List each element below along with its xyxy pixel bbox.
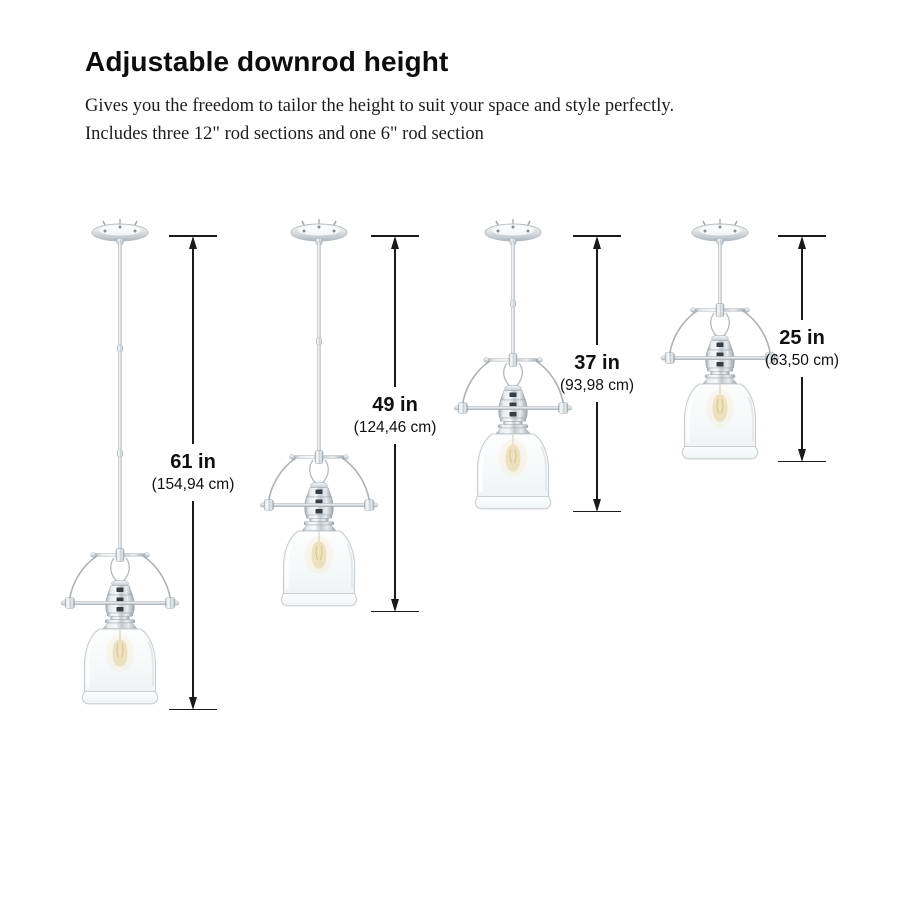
dimension-label: 37 in (93,98 cm) — [556, 345, 638, 402]
arrow-down-icon — [798, 448, 806, 462]
downrod — [118, 241, 122, 556]
arrow-up-icon — [593, 235, 601, 249]
dimension-cap-bottom — [573, 510, 621, 513]
arrow-down-icon — [593, 498, 601, 512]
pendant-light-49in — [258, 218, 380, 608]
subtitle-line-2: Includes three 12" rod sections and one … — [85, 123, 484, 144]
dimension-label: 25 in (63,50 cm) — [761, 320, 843, 377]
dimension-indicator-61in: 61 in (154,94 cm) — [152, 235, 234, 711]
dimension-indicator-49in: 49 in (124,46 cm) — [354, 235, 436, 612]
dimension-cap-bottom — [778, 460, 826, 463]
dimension-line-lower — [596, 402, 598, 499]
rod-joint — [117, 344, 123, 353]
height-centimeters: (154,94 cm) — [151, 475, 235, 493]
height-inches: 61 in — [170, 450, 216, 473]
dimension-label: 49 in (124,46 cm) — [350, 387, 441, 444]
pendant-light-37in — [452, 218, 574, 511]
subtitle: Gives you the freedom to tailor the heig… — [85, 93, 674, 149]
dimension-line-lower — [394, 444, 396, 599]
arrow-up-icon — [189, 235, 197, 249]
pendant-light-61in — [59, 218, 181, 706]
downrod — [718, 241, 722, 311]
dimension-cap-bottom — [169, 708, 217, 711]
height-inches: 37 in — [574, 351, 620, 374]
dimension-line-lower — [192, 501, 194, 697]
arrow-down-icon — [391, 598, 399, 612]
pendant-light-25in — [659, 218, 781, 461]
ceiling-canopy — [91, 218, 149, 246]
rod-joint — [117, 449, 123, 458]
rod-joint — [510, 299, 516, 308]
dimension-line-upper — [596, 248, 598, 345]
dimension-cap-bottom — [371, 610, 419, 612]
dimension-line-lower — [801, 377, 803, 449]
dimension-label: 61 in (154,94 cm) — [148, 444, 239, 501]
ceiling-canopy — [691, 218, 749, 246]
dimension-line-upper — [394, 248, 396, 388]
height-inches: 25 in — [779, 326, 825, 349]
arrow-up-icon — [391, 235, 399, 249]
page-title: Adjustable downrod height — [85, 46, 449, 77]
rod-joint — [316, 337, 322, 346]
subtitle-line-1: Gives you the freedom to tailor the heig… — [85, 96, 675, 116]
height-centimeters: (93,98 cm) — [559, 376, 635, 394]
dimension-indicator-37in: 37 in (93,98 cm) — [560, 235, 634, 513]
arrow-up-icon — [798, 235, 806, 249]
arrow-down-icon — [189, 696, 197, 710]
dimension-indicator-25in: 25 in (63,50 cm) — [765, 235, 839, 463]
dimension-line-upper — [801, 248, 803, 320]
downrod — [317, 241, 321, 458]
ceiling-canopy — [484, 218, 542, 246]
height-centimeters: (124,46 cm) — [353, 419, 437, 437]
ceiling-canopy — [290, 218, 348, 246]
dimension-line-upper — [192, 248, 194, 444]
lamp-fixture — [452, 352, 574, 511]
height-centimeters: (63,50 cm) — [764, 351, 840, 369]
lamp-fixture — [59, 547, 181, 706]
height-inches: 49 in — [372, 394, 418, 417]
lamp-fixture — [258, 449, 380, 608]
